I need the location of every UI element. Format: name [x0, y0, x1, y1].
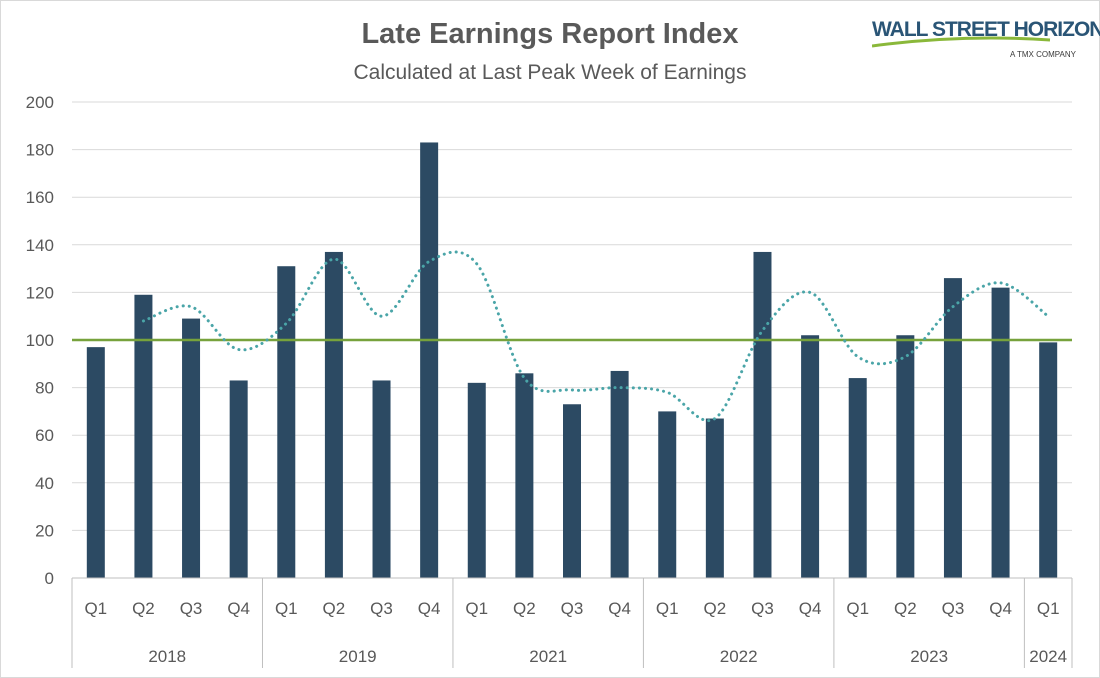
y-tick-label: 160 — [26, 188, 54, 207]
x-group-label: 2018 — [148, 647, 186, 666]
y-axis-ticks: 0 20 40 60 80 100 120 140 160 180 200 — [26, 93, 54, 588]
y-tick-label: 0 — [45, 569, 54, 588]
y-tick-label: 60 — [35, 426, 54, 445]
x-axis: Q1 Q2 Q3 Q4 Q1 Q2 Q3 Q4 Q1 Q2 Q3 Q4 Q1 Q2 Q3 Q4 Q1 Q2 Q3 Q4… — [71, 577, 1073, 668]
bar — [515, 373, 534, 578]
y-tick-label: 80 — [35, 379, 54, 398]
wall-street-horizon-logo: WALL STREET HORIZON A TMX COMPANY — [872, 16, 1100, 64]
bar — [229, 380, 248, 578]
x-group-label: 2021 — [529, 647, 567, 666]
x-tick-label: Q2 — [132, 599, 155, 618]
x-tick-label: Q3 — [942, 599, 965, 618]
x-tick-label: Q2 — [894, 599, 917, 618]
bar-series — [86, 142, 1058, 578]
bar — [753, 251, 772, 578]
x-tick-label: Q2 — [323, 599, 346, 618]
bar — [134, 294, 153, 578]
x-group-label: 2019 — [339, 647, 377, 666]
x-tick-label: Q1 — [656, 599, 679, 618]
x-tick-label: Q2 — [513, 599, 536, 618]
bar — [991, 287, 1010, 578]
x-tick-label: Q4 — [418, 599, 441, 618]
y-tick-label: 180 — [26, 141, 54, 160]
y-tick-label: 20 — [35, 521, 54, 540]
chart-title: Late Earnings Report Index — [361, 18, 739, 50]
bar — [86, 347, 105, 578]
bar — [943, 278, 962, 578]
x-tick-label: Q1 — [465, 599, 488, 618]
x-group-label: 2023 — [910, 647, 948, 666]
trend-line — [141, 250, 1050, 423]
x-tick-label: Q4 — [799, 599, 822, 618]
y-tick-label: 100 — [26, 331, 54, 350]
logo-text: WALL STREET HORIZON — [872, 18, 1100, 41]
x-tick-label: Q4 — [227, 599, 250, 618]
trend-line-series — [141, 250, 1050, 423]
x-tick-label: Q1 — [1037, 599, 1060, 618]
x-tick-label: Q4 — [989, 599, 1012, 618]
bar — [277, 266, 296, 578]
x-tick-label: Q3 — [751, 599, 774, 618]
chart-subtitle: Calculated at Last Peak Week of Earnings — [353, 61, 747, 84]
x-tick-label: Q3 — [180, 599, 203, 618]
bar — [658, 411, 677, 578]
logo-swoosh-icon — [872, 36, 1051, 48]
bar — [801, 335, 820, 578]
bar — [610, 370, 629, 578]
bar — [896, 335, 915, 578]
y-tick-label: 200 — [26, 93, 54, 112]
bar — [420, 142, 439, 578]
bar — [705, 418, 724, 578]
x-tick-label: Q1 — [275, 599, 298, 618]
bar — [848, 378, 867, 578]
x-group-label: 2024 — [1029, 647, 1067, 666]
y-tick-label: 120 — [26, 283, 54, 302]
bar — [372, 380, 391, 578]
x-tick-label: Q1 — [84, 599, 107, 618]
y-tick-label: 40 — [35, 474, 54, 493]
y-tick-label: 140 — [26, 236, 54, 255]
logo-subtext: A TMX COMPANY — [1010, 50, 1076, 59]
x-tick-label: Q3 — [370, 599, 393, 618]
x-group-label: 2022 — [720, 647, 758, 666]
x-tick-label: Q2 — [704, 599, 727, 618]
bar — [324, 251, 343, 578]
x-tick-label: Q4 — [608, 599, 631, 618]
bar — [563, 404, 581, 578]
bar — [1039, 342, 1058, 578]
bar — [467, 382, 486, 578]
bar — [182, 318, 201, 578]
x-tick-label: Q1 — [846, 599, 869, 618]
x-tick-label: Q3 — [561, 599, 584, 618]
